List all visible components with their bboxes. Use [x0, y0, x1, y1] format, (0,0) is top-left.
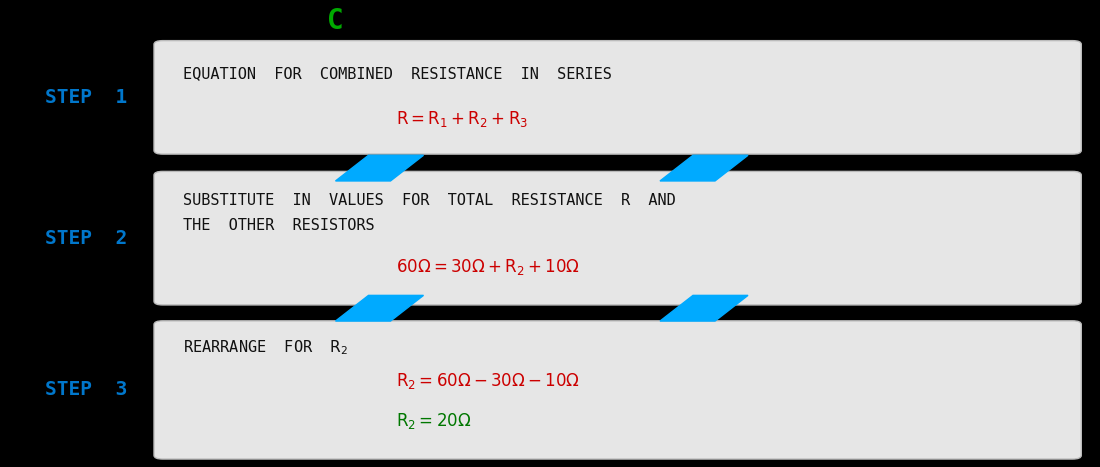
Text: $\mathsf{60\Omega = 30\Omega + R_2 + 10\Omega}$: $\mathsf{60\Omega = 30\Omega + R_2 + 10\…	[396, 257, 580, 277]
FancyBboxPatch shape	[154, 321, 1081, 459]
Text: THE  OTHER  RESISTORS: THE OTHER RESISTORS	[183, 218, 374, 233]
Text: $\mathsf{R_2 = 60\Omega - 30\Omega - 10\Omega}$: $\mathsf{R_2 = 60\Omega - 30\Omega - 10\…	[396, 371, 580, 391]
Text: SUBSTITUTE  IN  VALUES  FOR  TOTAL  RESISTANCE  R  AND: SUBSTITUTE IN VALUES FOR TOTAL RESISTANC…	[183, 193, 675, 208]
Polygon shape	[336, 155, 424, 181]
Text: $\mathsf{R = R_1 + R_2 + R_3}$: $\mathsf{R = R_1 + R_2 + R_3}$	[396, 108, 528, 128]
Text: C: C	[327, 7, 344, 35]
FancyBboxPatch shape	[154, 171, 1081, 305]
Text: EQUATION  FOR  COMBINED  RESISTANCE  IN  SERIES: EQUATION FOR COMBINED RESISTANCE IN SERI…	[183, 67, 612, 82]
Text: STEP  1: STEP 1	[45, 88, 126, 107]
Text: STEP  2: STEP 2	[45, 229, 126, 248]
Polygon shape	[660, 155, 748, 181]
Text: $\mathsf{R_2 = 20\Omega}$: $\mathsf{R_2 = 20\Omega}$	[396, 411, 471, 432]
FancyBboxPatch shape	[154, 41, 1081, 154]
Polygon shape	[336, 295, 424, 321]
Text: STEP  3: STEP 3	[45, 381, 126, 399]
Polygon shape	[660, 295, 748, 321]
Text: REARRANGE  FOR  $\mathsf{R_2}$: REARRANGE FOR $\mathsf{R_2}$	[183, 339, 348, 357]
